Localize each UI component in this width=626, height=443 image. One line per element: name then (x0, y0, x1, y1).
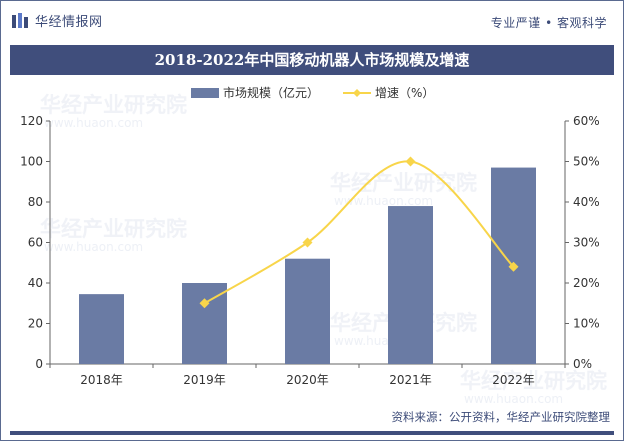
bottom-rule (10, 431, 614, 435)
left-tick-label: 120 (20, 114, 43, 128)
watermark-url: www.huaon.com (44, 116, 143, 130)
growth-point (302, 237, 313, 248)
legend-line-label: 增速（%） (375, 86, 434, 100)
watermark-text: 华经产业研究院 (40, 93, 187, 117)
header-bar: 华经情报网 专业严谨 • 客观科学 (1, 1, 623, 43)
right-tick-label: 30% (573, 236, 600, 250)
x-tick-label: 2021年 (389, 373, 432, 387)
growth-line (203, 160, 515, 305)
bar (285, 258, 330, 364)
x-tick-label: 2019年 (183, 373, 226, 387)
watermark-url: www.huaon.com (44, 240, 143, 254)
x-tick-label: 2022年 (492, 373, 535, 387)
watermark-text: 华经产业研究院 (330, 171, 477, 195)
growth-point (405, 156, 416, 167)
right-tick-label: 60% (573, 114, 600, 128)
logo-text: 华经情报网 (35, 15, 103, 30)
right-tick-label: 40% (573, 195, 600, 209)
right-tick-label: 10% (573, 317, 600, 331)
watermark-text: 华经产业研究院 (40, 217, 187, 241)
logo-icon (12, 12, 28, 28)
logo: 华经情报网 (11, 11, 103, 30)
left-tick-label: 60 (28, 236, 43, 250)
legend-line-marker (353, 89, 361, 97)
x-tick-label: 2020年 (286, 373, 329, 387)
right-tick-label: 20% (573, 276, 600, 290)
left-tick-label: 40 (28, 276, 43, 290)
left-tick-label: 100 (20, 155, 43, 169)
growth-point (508, 261, 519, 272)
growth-point (199, 298, 210, 309)
right-tick-label: 50% (573, 155, 600, 169)
left-tick-label: 0 (35, 357, 43, 371)
bar (388, 206, 433, 364)
right-tick-label: 0% (573, 357, 592, 371)
x-tick-label: 2018年 (80, 373, 123, 387)
slogan: 专业严谨 • 客观科学 (490, 16, 607, 30)
chart-title: 2018-2022年中国移动机器人市场规模及增速 (10, 45, 614, 75)
left-tick-label: 20 (28, 317, 43, 331)
legend-bar-swatch (191, 88, 219, 98)
source-note: 资料来源：公开资料，华经产业研究院整理 (391, 410, 611, 424)
left-tick-label: 80 (28, 195, 43, 209)
watermark-text: 华经产业研究院 (460, 369, 607, 393)
watermark-url: www.huaon.com (334, 194, 433, 208)
watermark-url: www.huaon.com (464, 392, 563, 406)
legend-bar-label: 市场规模（亿元） (223, 85, 319, 100)
bar (79, 294, 124, 364)
bar (182, 283, 227, 364)
